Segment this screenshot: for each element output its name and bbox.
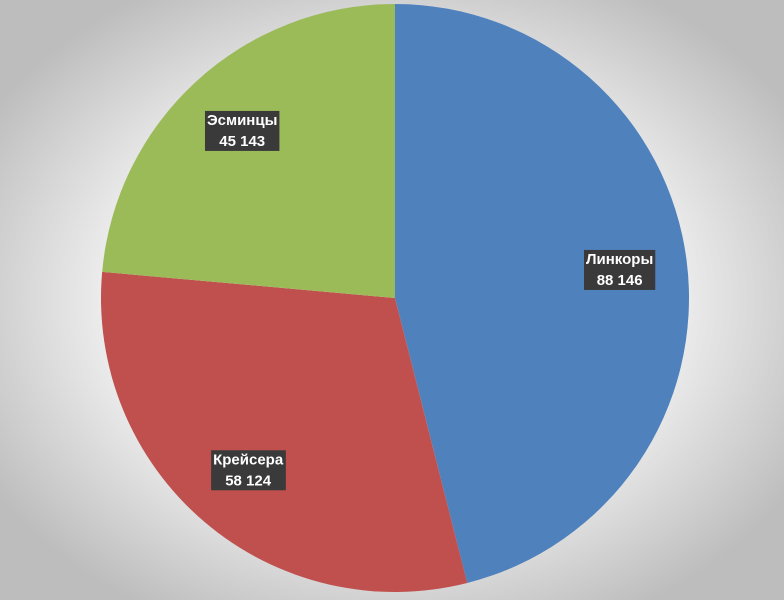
data-label: Эсминцы 45 143 [204,110,280,151]
label-name: Линкоры [586,251,653,268]
label-value: 58 124 [225,472,272,489]
data-label: Линкоры 88 146 [584,249,656,290]
label-box [584,249,656,290]
label-value: 88 146 [597,272,643,289]
pie-slice [102,4,396,298]
label-box [204,110,280,151]
label-name: Крейсера [213,451,284,468]
pie-slice [101,271,468,593]
label-value: 45 143 [219,133,265,150]
data-label: Крейсера 58 124 [211,450,286,491]
label-box [211,450,286,491]
pie-slice [395,4,689,583]
label-name: Эсминцы [207,112,277,129]
